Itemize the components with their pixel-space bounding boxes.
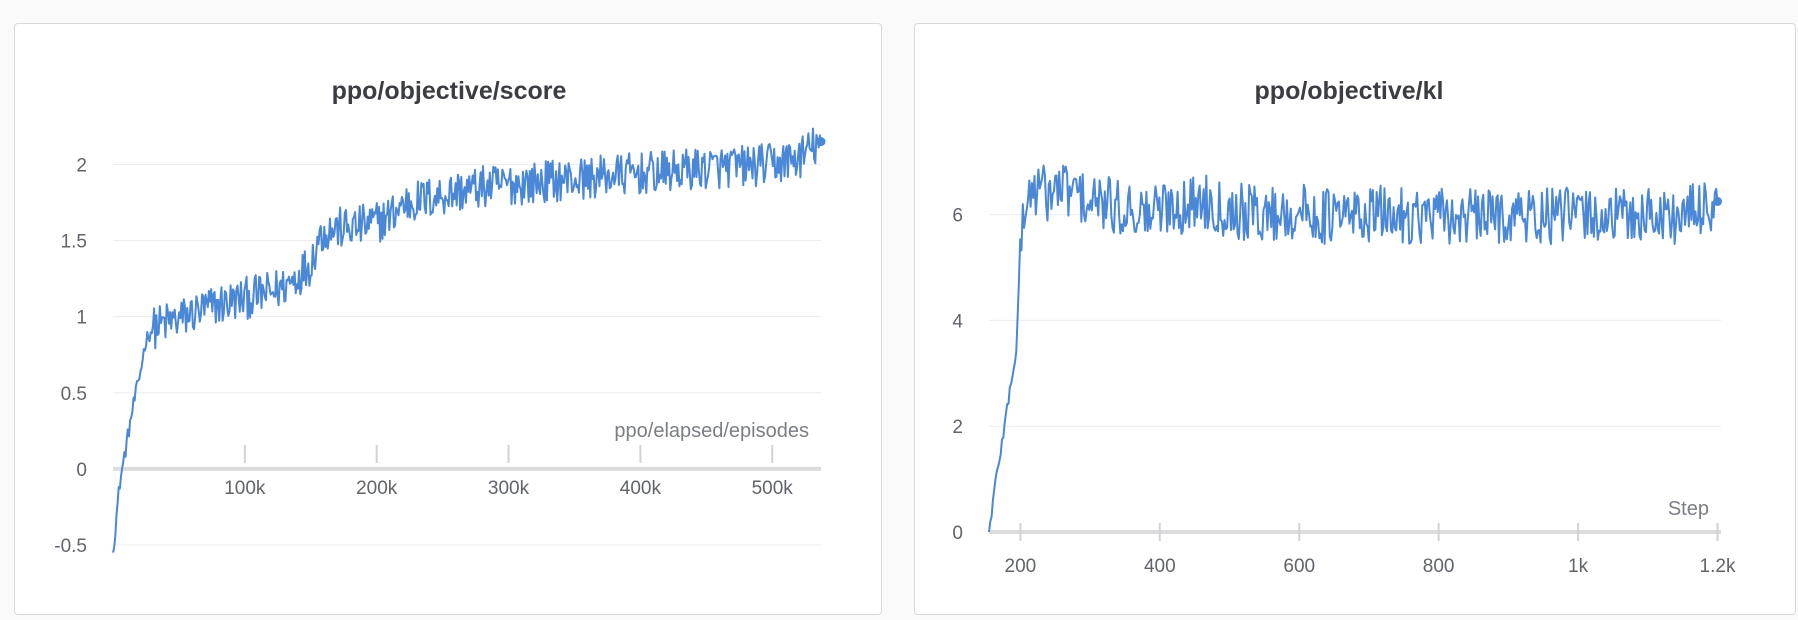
x-axis-label: Step <box>1668 498 1709 520</box>
series-endpoint <box>1713 196 1723 206</box>
x-tick-label: 800 <box>1423 556 1455 577</box>
x-tick-label: 200k <box>356 478 398 499</box>
x-tick-label: 1.2k <box>1700 556 1736 577</box>
x-axis-label: ppo/elapsed/episodes <box>614 420 809 442</box>
x-tick-label: 500k <box>752 478 794 499</box>
score-chart: ppo/objective/score -0.5 0 0.5 1 1.5 2 100k 200k… <box>54 77 826 557</box>
kl-chart-panel: ppo/objective/kl 0 2 4 6 200 400 600 800 1k 1.2k St… <box>914 23 1796 615</box>
x-tick-label: 100k <box>224 478 266 499</box>
y-tick-label: 6 <box>952 206 963 227</box>
chart-title: ppo/objective/kl <box>1255 77 1444 105</box>
x-tick-label: 400 <box>1144 556 1176 577</box>
series-endpoint <box>816 137 826 147</box>
kl-chart: ppo/objective/kl 0 2 4 6 200 400 600 800 1k 1.2k St… <box>952 77 1736 577</box>
x-tick-label: 600 <box>1283 556 1315 577</box>
y-tick-label: 0.5 <box>61 384 87 405</box>
y-tick-label: 0 <box>952 523 963 544</box>
y-tick-label: 0 <box>76 460 87 481</box>
x-tick-label: 200 <box>1005 556 1037 577</box>
y-tick-label: 1.5 <box>61 232 87 253</box>
y-tick-label: 2 <box>952 417 963 438</box>
x-tick-label: 400k <box>620 478 662 499</box>
score-chart-panel: ppo/objective/score -0.5 0 0.5 1 1.5 2 100k 200k… <box>14 23 882 615</box>
chart-title: ppo/objective/score <box>332 77 567 105</box>
series-line <box>988 164 1719 533</box>
y-tick-label: 4 <box>952 311 963 332</box>
x-tick-label: 1k <box>1568 556 1589 577</box>
series-line <box>112 127 822 553</box>
y-tick-label: -0.5 <box>54 536 87 557</box>
x-tick-label: 300k <box>488 478 530 499</box>
y-tick-label: 2 <box>76 155 87 176</box>
y-tick-label: 1 <box>76 308 87 329</box>
